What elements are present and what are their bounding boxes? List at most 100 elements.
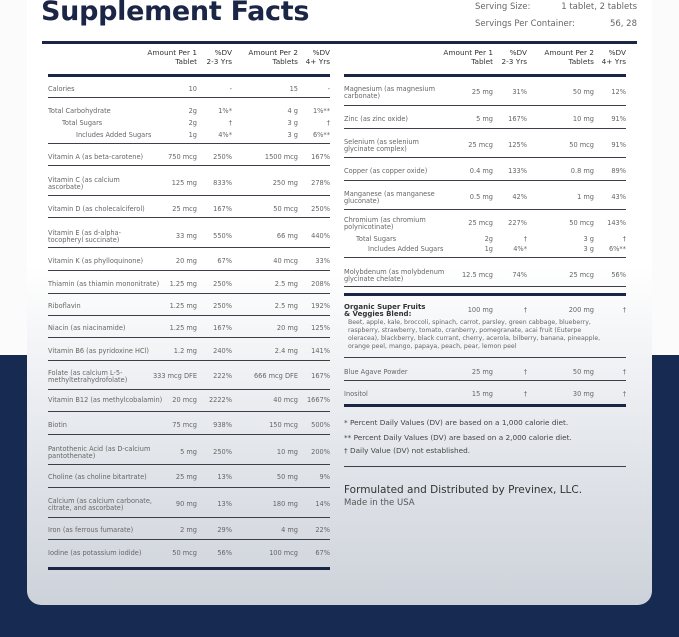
nutrient-row: Vitamin B6 (as pyridoxine HCl) 1.2 mg 240%… <box>0 342 679 362</box>
nutrient-name: Vitamin D (as cholecalciferol) <box>48 205 145 214</box>
header-dv2-right: %DV 4+ Yrs <box>601 48 626 66</box>
label-card <box>27 0 652 605</box>
manufacturer: Formulated and Distributed by Previnex, … <box>344 484 583 496</box>
nutrient-name: Vitamin B6 (as pyridoxine HCl) <box>48 347 149 356</box>
dv-2: 22% <box>315 526 330 535</box>
nutrient-name: Niacin (as niacinamide) <box>48 324 126 333</box>
amount-2: 10 mg <box>572 115 594 124</box>
amount-2: 50 mcg <box>569 219 594 228</box>
nutrient-name: Inositol <box>344 390 368 399</box>
row-divider <box>48 360 330 362</box>
dv-2: 1667% <box>306 396 330 405</box>
footnote-1000-calorie: * Percent Daily Values (DV) are based on… <box>344 418 569 427</box>
dv-2: 250% <box>311 205 330 214</box>
dv-1: 31% <box>512 88 527 97</box>
nutrient-row: Iron (as ferrous fumarate) 2 mg 29% 4 mg 22% <box>0 521 679 541</box>
amount-2: 66 mg <box>276 232 298 241</box>
nutrient-name: Organic Super Fruits & Veggies Blend: <box>344 302 426 318</box>
amount-1: 10 <box>188 85 197 94</box>
amount-1: 5 mg <box>476 115 493 124</box>
amount-2: 3 g <box>583 235 594 244</box>
nutrient-name: Vitamin C (as calcium ascorbate) <box>48 175 120 191</box>
amount-1: 75 mcg <box>172 421 197 430</box>
amount-2: 1500 mcg <box>264 153 298 162</box>
row-divider <box>344 286 626 288</box>
dv-2: 91% <box>611 115 626 124</box>
nutrient-row: Includes Added Sugars 1g 4%* 3 g 6%** <box>0 126 679 146</box>
dv-1: 167% <box>213 205 232 214</box>
nutrient-row: Vitamin D (as cholecalciferol) 25 mcg 167%… <box>0 200 679 220</box>
row-divider <box>48 434 330 436</box>
amount-2: 2.5 mg <box>274 302 298 311</box>
nutrient-row: Biotin 75 mcg 938% 150 mcg 500% <box>0 416 679 436</box>
nutrient-row: Calcium (as calcium carbonate, citrate, … <box>0 495 679 515</box>
nutrient-name: Vitamin K (as phylloquinone) <box>48 257 144 266</box>
dv-1: 67% <box>217 257 232 266</box>
serving-size-value: 1 tablet, 2 tablets <box>561 2 637 12</box>
top-bar <box>42 41 637 44</box>
row-divider <box>344 157 626 159</box>
row-divider <box>48 464 330 466</box>
nutrient-row: Copper (as copper oxide) 0.4 mg 133% 0.8 mg… <box>0 162 679 182</box>
amount-1: 2g <box>484 235 493 244</box>
amount-2: 25 mcg <box>569 271 594 280</box>
dv-1: 250% <box>213 153 232 162</box>
row-divider <box>344 357 626 359</box>
amount-2: 100 mcg <box>269 549 298 558</box>
amount-2: 10 mg <box>276 448 298 457</box>
nutrient-name: Manganese (as manganese gluconate) <box>344 189 435 205</box>
dv-1: 550% <box>213 232 232 241</box>
nutrient-name: Total Carbohydrate <box>48 107 111 116</box>
footnote-dv-not-established: † Daily Value (DV) not established. <box>344 446 471 455</box>
row-divider <box>48 487 330 489</box>
nutrient-name: Includes Added Sugars <box>368 245 444 254</box>
row-divider <box>48 195 330 197</box>
nutrient-row: Choline (as choline bitartrate) 25 mg 13% 5… <box>0 468 679 488</box>
dv-1: 2222% <box>208 396 232 405</box>
amount-2: 15 <box>289 85 298 94</box>
nutrient-name: Total Sugars <box>356 235 397 244</box>
amount-1: 20 mcg <box>172 396 197 405</box>
header-amount1-right: Amount Per 1 Tablet <box>443 48 493 66</box>
dv-1: † <box>523 235 527 244</box>
row-divider <box>344 128 626 130</box>
dv-2: 125% <box>311 324 330 333</box>
amount-2: 4 g <box>287 107 298 116</box>
dv-2: 6%** <box>608 245 626 254</box>
nutrient-row: Iodine (as potassium iodide) 50 mcg 56% 100… <box>0 544 679 564</box>
nutrient-row: Total Carbohydrate 2g 1%* 4 g 1%** <box>0 102 679 122</box>
dv-1: † <box>523 368 527 377</box>
nutrient-row: Organic Super Fruits & Veggies Blend: 100… <box>0 301 679 321</box>
dv-2: 167% <box>311 372 330 381</box>
nutrient-row: Blue Agave Powder 25 mg † 50 mg † <box>0 363 679 383</box>
dv-2: 143% <box>607 219 626 228</box>
amount-2: 40 mcg <box>273 257 298 266</box>
header-dv2-left: %DV 4+ Yrs <box>305 48 330 66</box>
dv-1: 74% <box>512 271 527 280</box>
dv-1: 833% <box>213 179 232 188</box>
nutrient-name: Biotin <box>48 421 67 430</box>
amount-2: 20 mg <box>276 324 298 333</box>
nutrient-name: Folate (as calcium L-5- methyltetrahydro… <box>48 368 128 384</box>
amount-2: 2.5 mg <box>274 280 298 289</box>
section-bar <box>48 567 330 570</box>
dv-2: 440% <box>311 232 330 241</box>
nutrient-name: Pantothenic Acid (as D-calcium pantothen… <box>48 444 151 460</box>
dv-1: - <box>229 85 232 94</box>
header-bar-left <box>48 74 330 77</box>
dv-2: 278% <box>311 179 330 188</box>
amount-1: 1g <box>188 131 197 140</box>
serving-size-label: Serving Size: <box>475 2 531 12</box>
nutrient-name: Iron (as ferrous fumarate) <box>48 526 134 535</box>
amount-2: 50 mg <box>276 473 298 482</box>
nutrient-name: Molybdenum (as molybdenum glycinate chel… <box>344 267 445 283</box>
section-bar <box>344 404 626 407</box>
amount-2: 3 g <box>287 131 298 140</box>
amount-1: 20 mg <box>175 257 197 266</box>
dv-2: 200% <box>311 448 330 457</box>
amount-2: 50 mcg <box>273 205 298 214</box>
row-divider <box>48 411 330 413</box>
header-amount2-right: Amount Per 2 Tablets <box>544 48 594 66</box>
nutrient-name: Vitamin E (as d-alpha- tocopheryl succin… <box>48 228 121 244</box>
nutrient-row: Total Sugars 2g † 3 g † <box>0 230 679 250</box>
